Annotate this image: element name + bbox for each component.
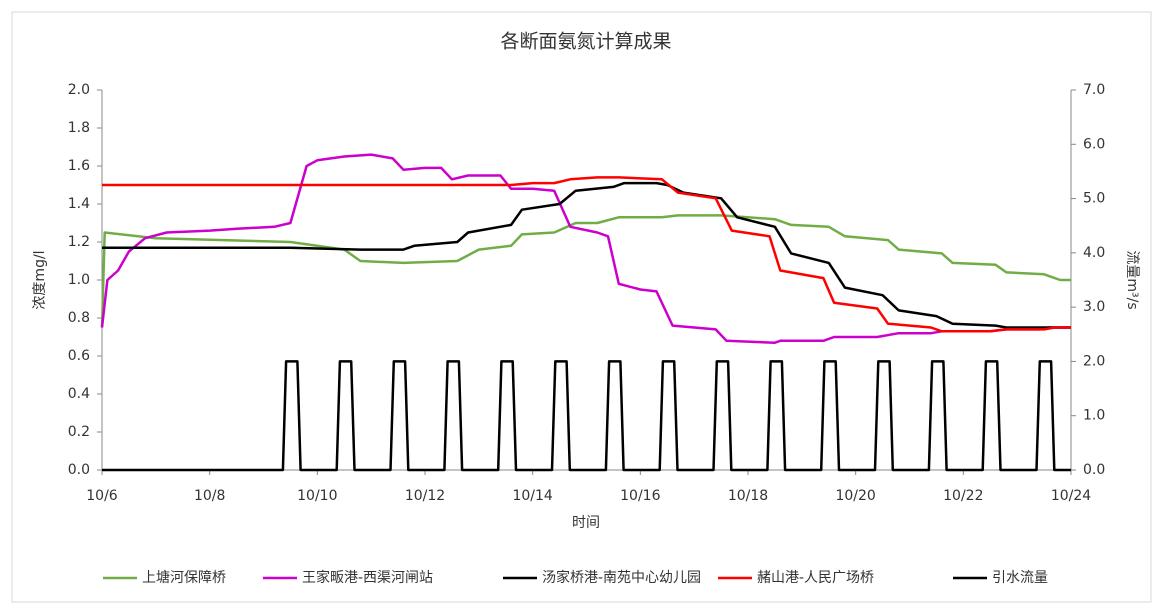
y-tick-label: 0.6 [68,348,90,364]
x-tick-label: 10/24 [1051,488,1091,504]
y2-tick-label: 5.0 [1083,191,1105,207]
y-tick-label: 0.4 [68,386,90,402]
legend-label: 上塘河保障桥 [142,570,226,586]
y-tick-label: 1.0 [68,272,90,288]
y2-tick-label: 6.0 [1083,136,1105,152]
x-tick-label: 10/12 [405,488,445,504]
y2-tick-label: 0.0 [1083,462,1105,478]
x-tick-label: 10/22 [943,488,983,504]
chart-title: 各断面氨氮计算成果 [500,31,671,53]
legend-label: 王家畈港-西渠河闸站 [302,569,433,586]
x-tick-label: 10/10 [297,488,337,504]
y-axis-label: 浓度mg/l [32,250,48,309]
y2-tick-label: 4.0 [1083,245,1105,261]
y-tick-label: 1.6 [68,158,90,174]
x-tick-label: 10/14 [512,488,552,504]
y-tick-label: 0.0 [68,462,90,478]
y2-tick-label: 7.0 [1083,82,1105,98]
series-line [102,176,1071,333]
y-tick-label: 1.8 [68,120,90,136]
legend-label: 汤家桥港-南苑中心幼儿园 [542,569,701,586]
x-tick-label: 10/18 [728,488,768,504]
y-tick-label: 1.4 [68,196,90,212]
chart-frame [11,11,1152,603]
x-tick-label: 10/8 [194,488,225,504]
x-tick-label: 10/6 [86,488,118,504]
y-tick-label: 0.8 [68,310,90,326]
legend-label: 赭山港-人民广场桥 [757,570,874,586]
y-tick-label: 1.2 [68,234,90,250]
y2-tick-label: 3.0 [1083,299,1105,315]
series-line [100,153,1071,344]
series-line [102,360,1071,472]
y-tick-label: 2.0 [68,82,90,98]
y2-tick-label: 2.0 [1083,353,1105,369]
y2-axis-label: 流量m³/s [1124,250,1140,309]
y2-tick-label: 1.0 [1083,408,1105,424]
x-tick-label: 10/16 [620,488,660,504]
legend-label: 引水流量 [992,570,1048,586]
series-line [100,214,1071,328]
y-tick-label: 0.2 [68,424,90,440]
x-tick-label: 10/20 [835,488,875,504]
x-axis-label: 时间 [572,515,600,531]
